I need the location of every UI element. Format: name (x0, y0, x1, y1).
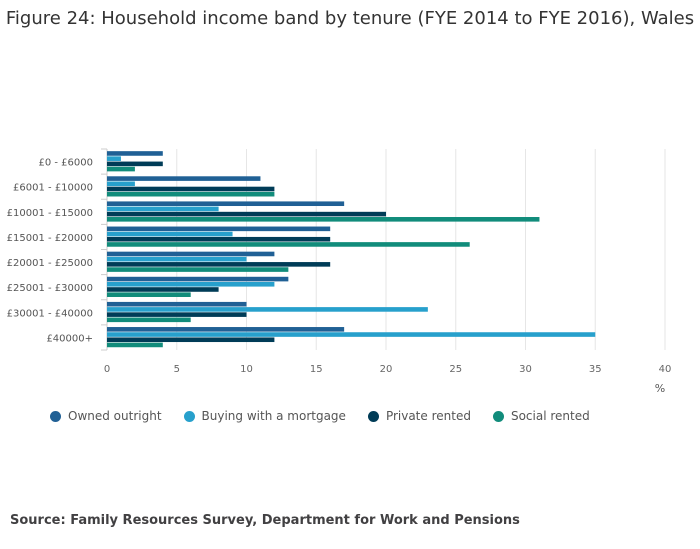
y-tick-label: £0 - £6000 (38, 158, 93, 169)
x-tick-label: 15 (310, 364, 323, 375)
bar (107, 176, 261, 181)
x-tick-label: 25 (449, 364, 462, 375)
source-note: Source: Family Resources Survey, Departm… (10, 513, 520, 528)
bar (107, 251, 275, 257)
y-axis-labels: £0 - £6000 £6001 - £10000 £10001 - £15000 £… (7, 158, 93, 345)
legend-swatch (183, 410, 195, 422)
legend-item[interactable]: Buying with a mortgage (183, 409, 346, 423)
legend-label: Buying with a mortgage (201, 409, 346, 423)
legend-label: Private rented (385, 409, 471, 423)
x-tick-label: 20 (380, 364, 393, 375)
bar (107, 327, 345, 332)
bar (107, 256, 247, 262)
bar (107, 292, 191, 297)
y-tick-label: £30001 - £40000 (7, 308, 93, 319)
bar (107, 166, 135, 172)
x-tick-label: 0 (104, 364, 110, 375)
legend-item[interactable]: Private rented (367, 409, 471, 423)
legend-item[interactable]: Social rented (492, 409, 590, 423)
bar (107, 287, 219, 292)
x-tick-label: 5 (174, 364, 180, 375)
y-tick-label: £40000+ (46, 333, 93, 344)
x-axis-ticks: 0 5 10 15 20 25 30 35 40 (104, 364, 672, 375)
x-tick-label: 35 (589, 364, 602, 375)
bar (107, 301, 247, 307)
x-tick-label: 40 (659, 364, 672, 375)
legend-item[interactable]: Owned outright (50, 409, 162, 423)
y-tick-label: £6001 - £10000 (13, 183, 93, 194)
y-tick-label: £25001 - £30000 (7, 283, 93, 294)
bar (107, 231, 233, 237)
legend-label: Owned outright (68, 409, 162, 423)
bar (107, 161, 163, 167)
legend-label: Social rented (510, 409, 590, 423)
y-tick-label: £20001 - £25000 (7, 258, 93, 269)
bar (107, 206, 219, 212)
legend-swatch (50, 410, 61, 422)
chart-title: Figure 24: Household income band by tenu… (5, 8, 695, 29)
bar (107, 151, 163, 156)
bar (107, 276, 289, 282)
bar (107, 211, 386, 217)
bar (107, 267, 289, 272)
x-tick-label: 30 (519, 364, 532, 375)
bar (107, 307, 428, 312)
y-tick-label: £10001 - £15000 (7, 208, 93, 219)
bar (107, 226, 331, 232)
bar (107, 312, 247, 317)
bar (107, 181, 135, 187)
bar (107, 236, 331, 242)
bar (107, 281, 275, 287)
bar (107, 332, 596, 337)
bar (107, 191, 275, 197)
bar (107, 342, 163, 348)
x-tick-label: 10 (240, 364, 253, 375)
bar (107, 337, 275, 343)
legend: Owned outright Buying with a mortgage Priv… (50, 409, 612, 423)
bar (107, 156, 121, 161)
bar (107, 186, 275, 192)
bar (107, 242, 470, 247)
bars (107, 151, 596, 348)
x-axis-label: % (655, 382, 665, 395)
bar (107, 317, 191, 323)
bar (107, 217, 540, 222)
y-tick-label: £15001 - £20000 (7, 233, 93, 244)
legend-swatch (492, 410, 504, 422)
bar (107, 262, 331, 267)
bar (107, 201, 345, 207)
legend-swatch (367, 410, 379, 422)
